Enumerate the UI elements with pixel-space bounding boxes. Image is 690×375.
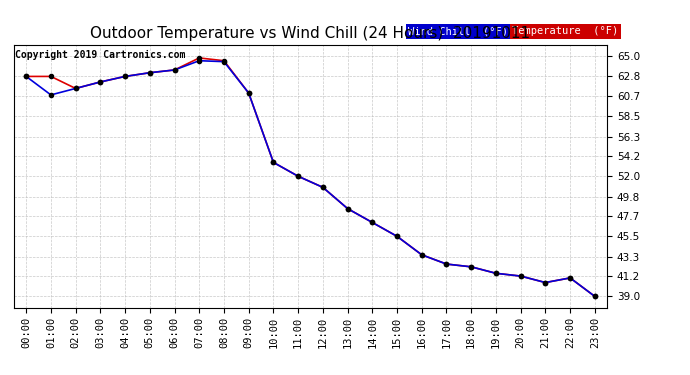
Text: Copyright 2019 Cartronics.com: Copyright 2019 Cartronics.com <box>15 50 186 60</box>
Title: Outdoor Temperature vs Wind Chill (24 Hours)  20191011: Outdoor Temperature vs Wind Chill (24 Ho… <box>90 26 531 41</box>
Text: Temperature  (°F): Temperature (°F) <box>512 27 618 36</box>
Text: Wind Chill  (°F): Wind Chill (°F) <box>408 27 509 36</box>
